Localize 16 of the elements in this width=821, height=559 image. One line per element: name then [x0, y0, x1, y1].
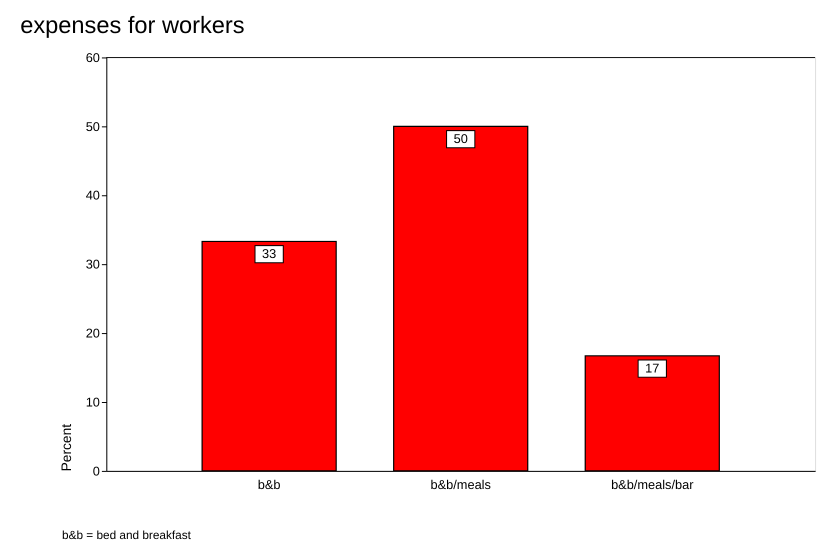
- chart-title: expenses for workers: [20, 12, 245, 39]
- y-tick-label: 0: [92, 463, 100, 478]
- y-tick-label: 20: [86, 326, 100, 341]
- y-tick-label: 10: [86, 394, 100, 410]
- y-axis-title: Percent: [58, 424, 74, 472]
- x-tick-label: b&b/meals/bar: [611, 477, 694, 492]
- data-label: 33: [262, 246, 276, 262]
- y-tick-label: 40: [86, 188, 100, 203]
- x-tick-label: b&b: [258, 477, 281, 492]
- x-tick-label: b&b/meals: [430, 477, 491, 492]
- y-tick-label: 30: [86, 256, 100, 272]
- y-tick-label: 50: [86, 118, 100, 134]
- data-label: 50: [454, 131, 468, 146]
- data-label: 17: [645, 360, 660, 376]
- text: b&b = bed and breakfast: [62, 528, 192, 542]
- y-tick-label: 60: [86, 50, 100, 65]
